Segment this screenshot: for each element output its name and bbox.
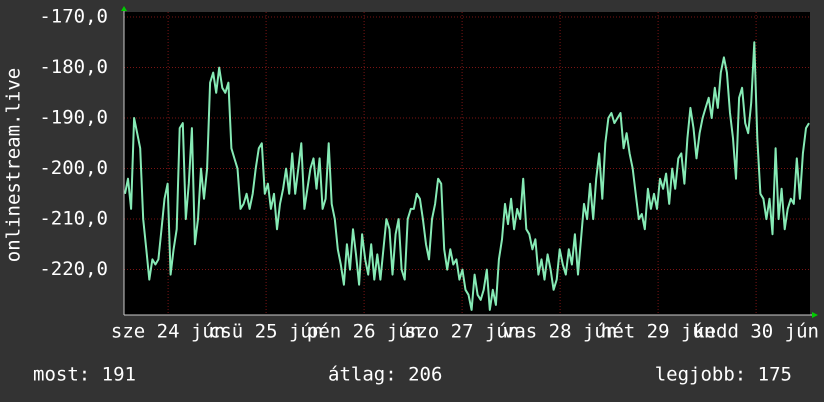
x-tick-label: hét 29 jún — [601, 321, 715, 343]
x-tick-label: pén 26 jún — [307, 321, 421, 343]
x-tick-label: sze 24 jún — [111, 321, 225, 343]
x-tick-label: szo 27 jún — [405, 321, 519, 343]
y-tick-label: -170,0 — [39, 6, 108, 28]
x-tick-label: csü 25 jún — [209, 321, 323, 343]
y-arrow — [121, 6, 127, 11]
x-tick-label: kedd 30 jún — [693, 321, 819, 343]
y-tick-label: -190,0 — [39, 107, 108, 129]
footer-average: átlag: 206 — [328, 364, 442, 386]
footer-current: most: 191 — [33, 364, 136, 386]
y-tick-label: -210,0 — [39, 208, 108, 230]
y-tick-label: -220,0 — [39, 258, 108, 280]
plot-area — [124, 12, 810, 315]
y-tick-label: -180,0 — [39, 56, 108, 78]
plot — [124, 12, 810, 315]
x-arrow — [812, 312, 818, 318]
footer-best: legjobb: 175 — [655, 364, 792, 386]
series-line — [124, 41, 810, 311]
x-tick-label: vas 28 jún — [503, 321, 617, 343]
y-tick-label: -200,0 — [39, 157, 108, 179]
y-axis-title: onlinestream.live — [3, 68, 25, 262]
